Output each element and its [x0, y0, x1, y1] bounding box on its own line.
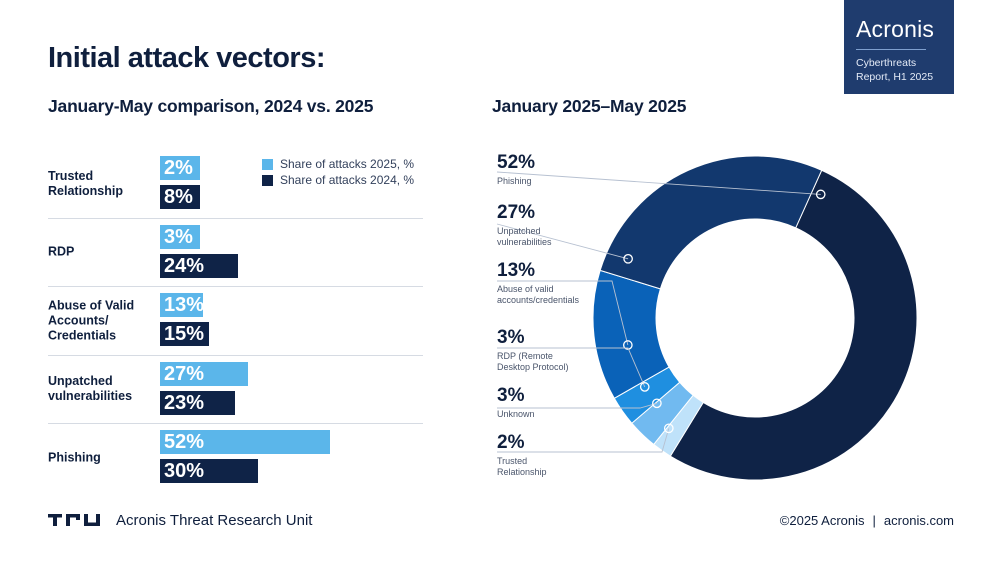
donut-slice-phishing — [669, 169, 918, 481]
donut-leader-line — [497, 428, 670, 453]
donut-leader-line — [496, 171, 821, 195]
bar-category-label: Unpatched vulnerabilities — [48, 374, 133, 404]
donut-label-pct: 3% — [497, 327, 525, 348]
donut-slice-unpatched — [599, 155, 823, 290]
donut-label-unpatched: 27% Unpatched vulnerabilities — [497, 203, 561, 247]
donut-label-unknown: 3% Unknown — [497, 386, 589, 420]
bar-2024: 15% — [160, 322, 210, 346]
bar-2025: 13% — [160, 293, 204, 317]
donut-leader-line — [497, 280, 629, 346]
donut-label-name: Trusted Relationship — [497, 456, 547, 477]
bar-row: Unpatched vulnerabilities 27% 23% — [48, 356, 423, 424]
bar-row: Trusted Relationship 2% 8% — [48, 150, 423, 219]
bar-2025: 52% — [160, 430, 331, 454]
donut-label-abuse: 13% Abuse of valid accounts/credentials — [497, 261, 589, 305]
donut-label-name: Abuse of valid accounts/credentials — [497, 284, 580, 305]
legend-swatch-2025 — [262, 158, 273, 170]
legend-item-2025: Share of attacks 2025, % — [262, 156, 414, 172]
footer-site-link[interactable]: acronis.com — [883, 513, 954, 528]
bar-2025: 3% — [160, 224, 200, 249]
bar-chart: Trusted Relationship 2% 8% RDP 3% 24% Ab… — [48, 150, 423, 493]
bar-chart-legend: Share of attacks 2025, % Share of attack… — [262, 156, 414, 188]
legend-swatch-2024 — [262, 174, 273, 186]
legend-label-2024: Share of attacks 2024, % — [280, 173, 415, 187]
bar-category-label: Trusted Relationship — [48, 168, 124, 198]
donut-label-pct: 52% — [497, 152, 536, 173]
donut-label-phishing: 52% Phishing — [497, 153, 589, 187]
footer-copyright: ©2025 Acronis — [779, 513, 865, 528]
donut-chart-subtitle: January 2025–May 2025 — [492, 96, 687, 116]
bar-row: RDP 3% 24% — [48, 219, 423, 287]
bar-2025: 2% — [160, 156, 200, 180]
bar-chart-subtitle: January-May comparison, 2024 vs. 2025 — [48, 96, 374, 116]
donut-label-pct: 2% — [497, 432, 525, 453]
bar-2024: 30% — [160, 459, 259, 483]
footer-credits: ©2025 Acronis | acronis.com — [780, 513, 954, 528]
legend-item-2024: Share of attacks 2024, % — [262, 172, 414, 188]
bar-2024: 8% — [160, 185, 200, 209]
footer-separator: | — [872, 513, 876, 528]
bar-category-label: Abuse of Valid Accounts/ Credentials — [48, 298, 135, 343]
donut-leader-line — [496, 223, 629, 260]
donut-label-rdp: 3% RDP (Remote Desktop Protocol) — [497, 328, 581, 372]
page-title: Initial attack vectors: — [48, 42, 326, 74]
donut-leader-dot — [652, 398, 662, 409]
tru-logo-icon — [48, 514, 100, 526]
bar-row: Abuse of Valid Accounts/ Credentials 13%… — [48, 287, 423, 356]
bar-2024: 23% — [160, 390, 236, 415]
bar-category-label: RDP — [48, 244, 75, 259]
legend-label-2025: Share of attacks 2025, % — [280, 157, 415, 171]
donut-label-trusted: 2% Trusted Relationship — [497, 433, 557, 477]
donut-label-pct: 27% — [497, 202, 536, 223]
donut-leader-dot — [639, 382, 650, 392]
footer-unit-name: Acronis Threat Research Unit — [116, 512, 313, 529]
report-name: Cyberthreats Report, H1 2025 — [856, 57, 934, 83]
bar-category-label: Phishing — [48, 450, 101, 465]
donut-label-name: Unknown — [497, 409, 535, 419]
donut-label-pct: 3% — [497, 385, 525, 406]
donut-label-name: RDP (Remote Desktop Protocol) — [497, 351, 569, 372]
brand-badge: Acronis Cyberthreats Report, H1 2025 — [844, 0, 954, 94]
donut-leader-line — [497, 402, 658, 409]
brand-divider — [856, 49, 926, 50]
donut-label-pct: 13% — [497, 260, 536, 281]
donut-leader-dot — [623, 253, 633, 264]
donut-label-name: Unpatched vulnerabilities — [497, 226, 552, 247]
brand-name: Acronis — [856, 16, 935, 42]
donut-leader-dot — [815, 189, 826, 200]
donut-leader-line — [497, 347, 646, 388]
donut-leader-dot — [622, 340, 633, 350]
bar-2024: 24% — [160, 253, 239, 278]
bar-2025: 27% — [160, 361, 249, 386]
bar-row: Phishing 52% 30% — [48, 424, 423, 493]
donut-label-name: Phishing — [497, 176, 532, 186]
donut-leader-dot — [663, 423, 674, 434]
